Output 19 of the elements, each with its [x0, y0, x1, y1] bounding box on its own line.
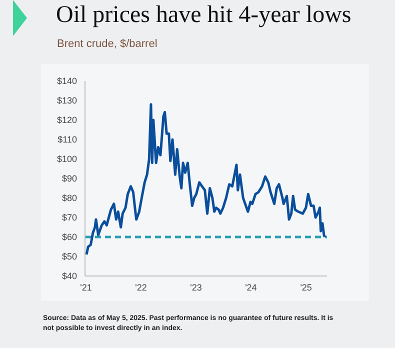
y-tick-label: $110	[58, 134, 77, 145]
y-tick-label: $40	[62, 271, 77, 282]
y-tick-label: $50	[62, 252, 77, 262]
chart-subtitle: Brent crude, $/barrel	[57, 38, 158, 50]
x-tick-label: '24	[245, 282, 257, 292]
y-tick-label: $120	[56, 115, 77, 126]
chart-title: Oil prices have hit 4-year lows	[56, 2, 352, 29]
y-tick-label: $60	[62, 232, 77, 242]
y-tick-label: $140	[56, 76, 77, 86]
x-tick-label: '21	[80, 282, 92, 292]
y-tick-label: $90	[62, 174, 77, 184]
x-tick-label: '25	[300, 282, 312, 292]
y-tick-label: $100	[56, 154, 77, 164]
x-tick-label: '22	[135, 282, 147, 292]
line-series	[85, 103, 326, 256]
x-tick-label: '23	[190, 282, 202, 292]
y-tick-label: $80	[62, 193, 77, 204]
y-tick-label: $130	[56, 96, 77, 106]
y-tick-label: $70	[62, 212, 77, 223]
